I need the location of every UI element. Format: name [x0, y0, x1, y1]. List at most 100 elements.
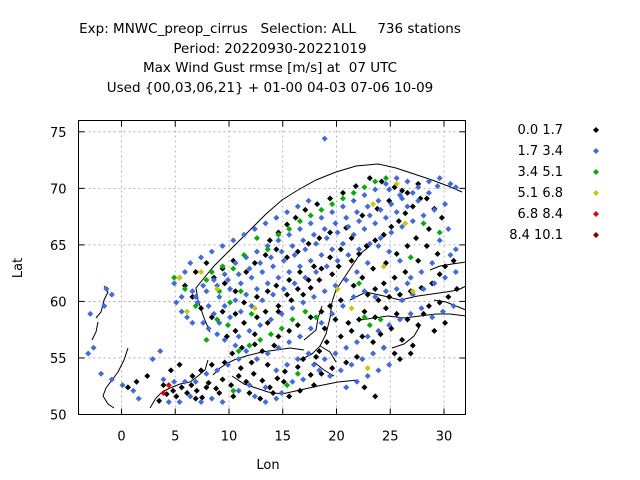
data-point [393, 209, 400, 216]
data-point [198, 269, 205, 276]
data-point [264, 319, 271, 326]
data-point [188, 382, 195, 389]
data-point [284, 209, 291, 216]
y-tick-label: 65 [50, 239, 67, 254]
data-point [337, 297, 344, 304]
data-point [393, 285, 400, 292]
data-point [181, 269, 188, 276]
data-point [273, 282, 280, 289]
data-point [205, 302, 212, 309]
data-point [189, 373, 196, 380]
legend-label: 1.7 3.4 [518, 144, 563, 159]
data-point [377, 206, 384, 213]
data-point [452, 269, 459, 276]
data-point [257, 395, 264, 402]
data-point [452, 184, 459, 191]
data-point [310, 263, 317, 270]
data-point [165, 382, 172, 389]
data-point [214, 367, 221, 374]
data-point [391, 350, 398, 357]
data-point [219, 263, 226, 270]
data-point [321, 356, 328, 363]
coastline [91, 163, 467, 409]
data-point [399, 223, 406, 230]
data-point [359, 356, 366, 363]
data-point [431, 327, 438, 334]
data-point [170, 387, 177, 394]
data-point [313, 269, 320, 276]
data-point [318, 308, 325, 315]
data-point [184, 390, 191, 397]
data-point [364, 333, 371, 340]
data-point [246, 382, 253, 389]
x-tick-label: 30 [436, 430, 453, 445]
data-point [173, 299, 180, 306]
data-point [305, 197, 312, 204]
data-point [356, 246, 363, 253]
data-point [372, 186, 379, 193]
data-point [192, 269, 199, 276]
data-point [246, 265, 253, 272]
data-point [438, 214, 445, 221]
data-point [361, 288, 368, 295]
data-point [238, 344, 245, 351]
data-point [310, 382, 317, 389]
data-point [130, 387, 137, 394]
data-point [399, 336, 406, 343]
data-point [399, 297, 406, 304]
x-tick-label: 0 [117, 430, 125, 445]
data-point [205, 325, 212, 332]
data-point [353, 209, 360, 216]
data-point [420, 310, 427, 317]
data-point [445, 226, 452, 233]
data-point [450, 257, 457, 264]
legend-marker [593, 127, 599, 133]
data-point [133, 378, 140, 385]
data-point [364, 291, 371, 298]
y-tick-label: 55 [50, 352, 67, 367]
data-point [210, 276, 217, 283]
data-point [144, 373, 151, 380]
data-point [372, 178, 379, 185]
data-point [415, 180, 422, 187]
data-point [375, 243, 382, 250]
data-point [377, 316, 384, 323]
data-point [227, 299, 234, 306]
data-point [359, 274, 366, 281]
data-point [294, 203, 301, 210]
data-point [307, 284, 314, 291]
data-point [280, 378, 287, 385]
data-point [447, 180, 454, 187]
data-point [323, 235, 330, 242]
data-point [425, 178, 432, 185]
data-point [386, 322, 393, 329]
data-point [442, 201, 449, 208]
y-tick-label: 50 [50, 409, 67, 424]
data-point [237, 365, 244, 372]
data-point [108, 291, 115, 298]
title-line-1: Exp: MNWC_preop_cirrus Selection: ALL 73… [79, 21, 461, 37]
data-point [391, 274, 398, 281]
data-point [98, 370, 105, 377]
legend-label: 8.4 10.1 [509, 228, 563, 243]
title-line-4: Used {00,03,06,21} + 01-00 04-03 07-06 1… [106, 79, 434, 96]
data-point [286, 231, 293, 238]
data-point [386, 186, 393, 193]
data-point [200, 282, 207, 289]
data-point [364, 365, 371, 372]
data-point [157, 348, 164, 355]
data-point [343, 344, 350, 351]
data-point [219, 399, 226, 406]
data-point [275, 274, 282, 281]
data-point [339, 195, 346, 202]
data-point [214, 285, 221, 292]
data-point [339, 240, 346, 247]
data-point [350, 189, 357, 196]
data-point [203, 276, 210, 283]
legend-marker [593, 148, 599, 154]
data-point [262, 308, 269, 315]
data-point [165, 399, 172, 406]
data-point [181, 285, 188, 292]
data-point [286, 276, 293, 283]
legend-marker [593, 169, 599, 175]
